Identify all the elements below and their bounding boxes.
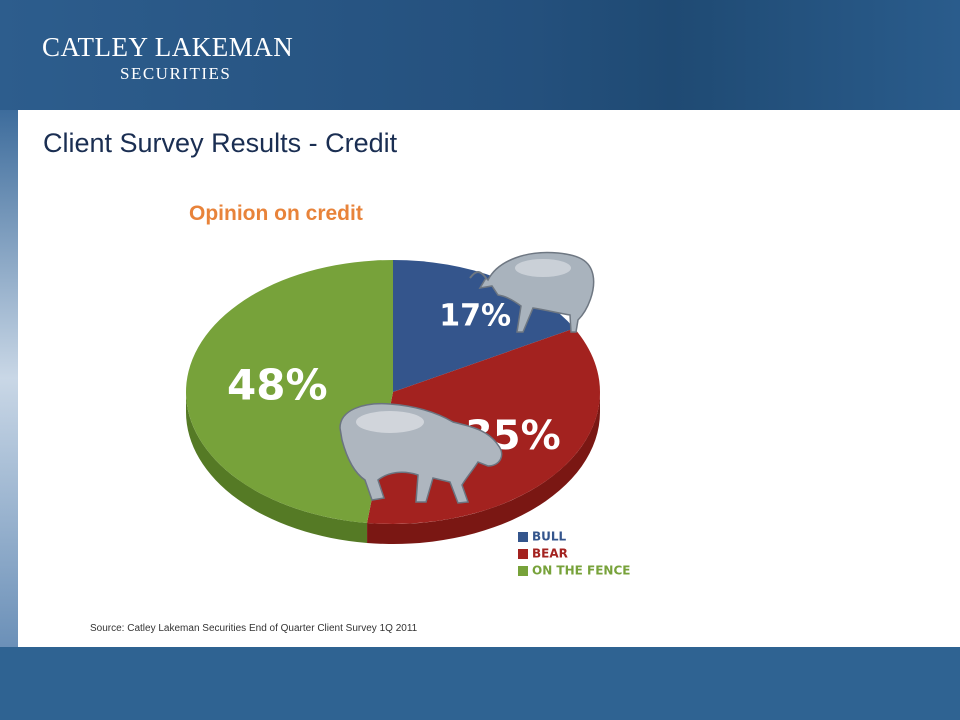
legend-label-on-the-fence: ON THE FENCE [532, 564, 630, 578]
bull-figurine-icon [469, 251, 595, 333]
page-title: Client Survey Results - Credit [43, 128, 398, 158]
pie-side-on-the-fence [186, 392, 368, 543]
chart-title: Opinion on credit [189, 202, 363, 225]
pie-side-walls [186, 392, 600, 544]
legend: BULL BEAR ON THE FENCE [518, 530, 630, 578]
bear-figurine-icon [339, 402, 503, 504]
header-banner: CATLEY LAKEMAN SECURITIES [0, 0, 960, 110]
data-label-on-the-fence: 48% [227, 360, 328, 409]
legend-swatch-bear [518, 549, 528, 559]
footer-bar [0, 647, 960, 720]
legend-swatch-on-the-fence [518, 566, 528, 576]
left-decorative-strip [0, 110, 18, 647]
legend-label-bear: BEAR [532, 547, 568, 561]
slide-panel: Client Survey Results - Credit Opinion o… [18, 110, 960, 647]
source-note: Source: Catley Lakeman Securities End of… [90, 623, 418, 634]
legend-swatch-bull [518, 532, 528, 542]
brand-subtitle: SECURITIES [120, 64, 232, 83]
pie-slice-on-the-fence [185, 260, 393, 523]
legend-label-bull: BULL [532, 530, 567, 544]
pie-side-bear [367, 392, 600, 544]
data-label-bull: 17% [439, 299, 511, 334]
brand-name: CATLEY LAKEMAN [42, 32, 294, 62]
